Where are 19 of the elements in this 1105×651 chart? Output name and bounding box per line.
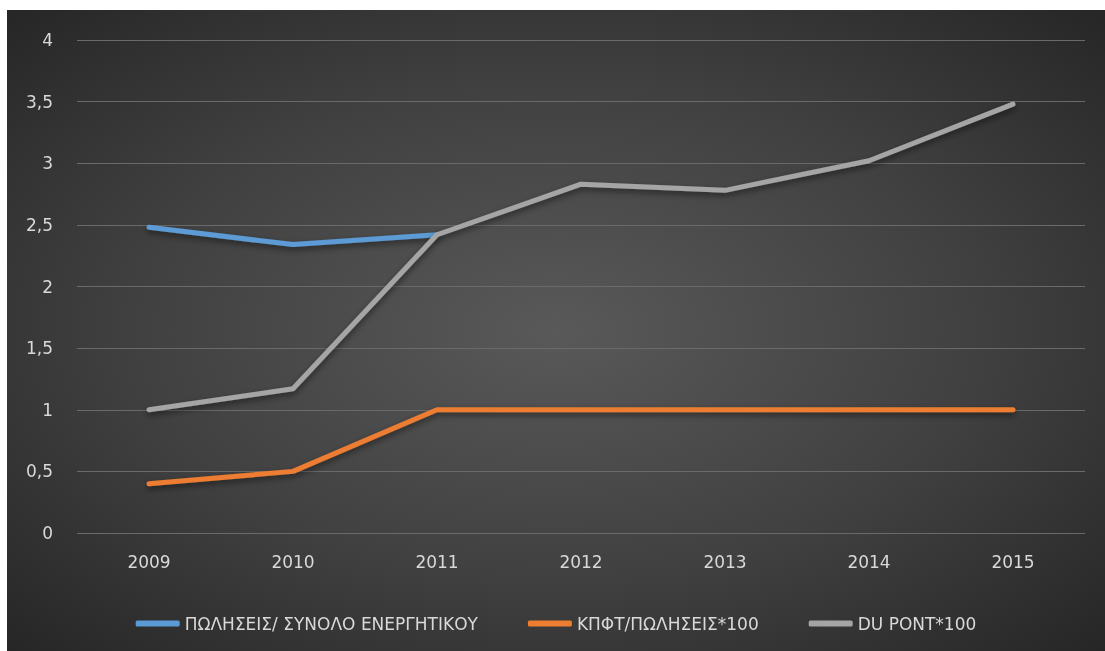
- y-tick-label: 4: [42, 30, 53, 50]
- x-tick-label: 2011: [415, 551, 459, 572]
- legend-label: DU PONT*100: [857, 613, 977, 634]
- y-tick-label: 1: [42, 399, 53, 420]
- x-tick-label: 2012: [559, 551, 603, 572]
- x-tick-label: 2015: [991, 551, 1035, 572]
- legend-label: ΚΠΦΤ/ΠΩΛΗΣΕΙΣ*100: [576, 613, 759, 634]
- y-tick-label: 2: [42, 276, 53, 297]
- x-tick-label: 2014: [847, 551, 891, 572]
- y-tick-label: 2,5: [25, 214, 53, 235]
- y-tick-label: 3: [42, 153, 53, 174]
- x-tick-label: 2009: [127, 551, 171, 572]
- y-tick-label: 0: [42, 523, 53, 543]
- y-tick-label: 0,5: [25, 461, 53, 482]
- legend-label: ΠΩΛΗΣΕΙΣ/ ΣΥΝΟΛΟ ΕΝΕΡΓΗΤΙΚΟΥ: [184, 613, 479, 634]
- x-tick-label: 2010: [271, 551, 315, 572]
- y-tick-label: 3,5: [25, 91, 53, 112]
- x-tick-label: 2013: [703, 551, 747, 572]
- y-tick-label: 1,5: [25, 338, 53, 359]
